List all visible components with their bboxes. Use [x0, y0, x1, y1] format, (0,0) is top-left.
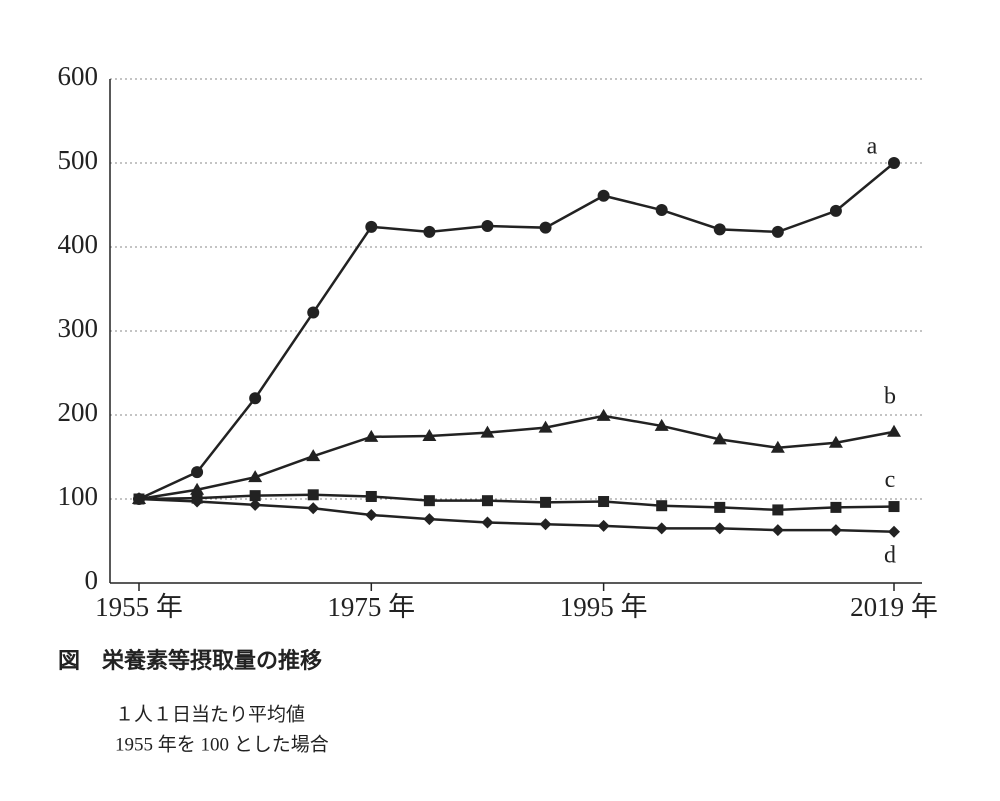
series-line: [138, 493, 895, 512]
marker: [538, 420, 553, 433]
series-line: [138, 162, 895, 501]
y-tick-label: 400: [58, 229, 99, 259]
marker: [712, 432, 727, 445]
x-tick-label: 2019 年: [850, 592, 938, 622]
marker: [307, 306, 320, 319]
y-tick-label: 0: [85, 565, 99, 595]
marker: [423, 513, 436, 526]
marker: [365, 508, 378, 521]
marker: [888, 501, 900, 513]
marker: [365, 220, 378, 233]
marker: [597, 519, 610, 532]
marker: [365, 490, 377, 502]
marker: [656, 500, 668, 512]
marker: [539, 221, 552, 234]
marker: [423, 495, 435, 507]
marker: [655, 204, 668, 217]
marker: [481, 495, 493, 507]
marker: [481, 516, 494, 529]
marker: [770, 440, 785, 453]
x-tick-label: 1975 年: [327, 592, 415, 622]
note: 1955 年を 100 とした場合: [115, 733, 329, 755]
y-tick-label: 500: [58, 145, 99, 175]
marker: [540, 496, 552, 508]
y-tick-label: 100: [58, 481, 99, 511]
x-tick-label: 1995 年: [560, 592, 648, 622]
x-tick-label: 1955 年: [95, 592, 183, 622]
marker: [249, 392, 262, 405]
marker: [829, 204, 842, 217]
marker: [829, 524, 842, 537]
marker: [248, 470, 263, 483]
marker: [539, 518, 552, 531]
series-label: c: [885, 467, 896, 493]
y-tick-label: 200: [58, 397, 99, 427]
marker: [713, 223, 726, 236]
marker: [771, 225, 784, 238]
marker: [714, 501, 726, 513]
marker: [713, 522, 726, 535]
marker: [422, 429, 437, 441]
marker: [306, 449, 321, 462]
marker: [480, 425, 495, 438]
marker: [191, 495, 204, 508]
marker: [191, 466, 204, 479]
series-label: a: [867, 134, 878, 160]
marker: [307, 489, 319, 501]
marker: [596, 408, 611, 421]
marker: [133, 493, 145, 505]
series-line: [138, 414, 895, 501]
series-label: b: [884, 383, 896, 409]
marker: [887, 424, 901, 437]
marker: [423, 225, 436, 238]
marker: [307, 502, 320, 515]
marker: [828, 435, 843, 448]
marker: [771, 524, 784, 537]
marker: [654, 418, 669, 431]
marker: [249, 490, 261, 502]
marker: [655, 522, 668, 535]
marker: [888, 525, 900, 538]
marker: [772, 504, 784, 516]
marker: [598, 496, 610, 508]
series-label: d: [884, 542, 896, 568]
marker: [888, 157, 900, 169]
marker: [249, 498, 262, 511]
series-line: [138, 497, 895, 534]
marker: [190, 482, 205, 495]
note: １人１日当たり平均値: [115, 703, 305, 725]
y-tick-label: 600: [58, 61, 99, 91]
marker: [830, 501, 842, 513]
y-tick-label: 300: [58, 313, 99, 343]
chart-title: 図 栄養素等摂取量の推移: [58, 648, 322, 674]
marker: [597, 189, 610, 202]
marker: [364, 429, 379, 442]
marker: [481, 220, 494, 232]
